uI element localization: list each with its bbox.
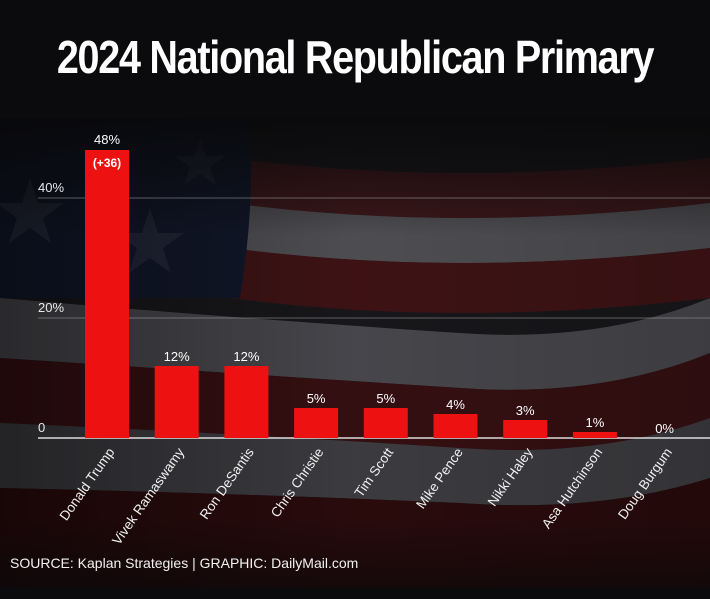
bar xyxy=(572,432,617,438)
lead-annotation: (+36) xyxy=(93,156,121,170)
chart-title: 2024 National Republican Primary xyxy=(56,31,655,83)
bottom-strip xyxy=(0,588,710,599)
bar xyxy=(224,366,269,438)
data-label: 12% xyxy=(233,349,259,364)
data-label: 5% xyxy=(376,391,395,406)
x-tick-label: Nikki Haley xyxy=(485,445,536,509)
x-tick-label: Tim Scott xyxy=(352,445,397,500)
x-tick-label: Vivek Ramaswamy xyxy=(109,445,187,548)
data-label: 4% xyxy=(446,397,465,412)
data-label: 3% xyxy=(516,403,535,418)
x-tick-label: Ron DeSantis xyxy=(197,445,257,522)
data-label: 48% xyxy=(94,132,120,147)
x-tick-label: Donald Trump xyxy=(57,445,118,523)
y-tick-label: 40% xyxy=(38,180,64,195)
bar xyxy=(503,420,548,438)
data-label: 1% xyxy=(586,415,605,430)
bar xyxy=(363,408,408,438)
bar xyxy=(85,150,129,438)
bar xyxy=(154,366,199,438)
y-tick-label: 20% xyxy=(38,300,64,315)
x-tick-label: Doug Burgum xyxy=(615,445,675,522)
source-credit: SOURCE: Kaplan Strategies | GRAPHIC: Dai… xyxy=(10,555,359,571)
data-label: 0% xyxy=(655,421,674,436)
x-tick-label: Asa Hutchinson xyxy=(539,445,606,531)
bar xyxy=(294,408,339,438)
bar xyxy=(433,414,478,438)
y-tick-label: 0 xyxy=(38,420,45,435)
x-tick-label: Mike Pence xyxy=(413,445,466,511)
title-band xyxy=(0,0,710,118)
data-label: 12% xyxy=(164,349,190,364)
gridlines xyxy=(38,197,710,439)
data-label: 5% xyxy=(307,391,326,406)
x-tick-label: Chris Christie xyxy=(268,445,327,520)
y-axis-ticks: 0 20% 40% xyxy=(38,180,64,435)
bars xyxy=(85,150,617,438)
value-labels: 48% 12% 12% 5% 5% 4% 3% 1% 0% (+36) xyxy=(93,132,675,436)
